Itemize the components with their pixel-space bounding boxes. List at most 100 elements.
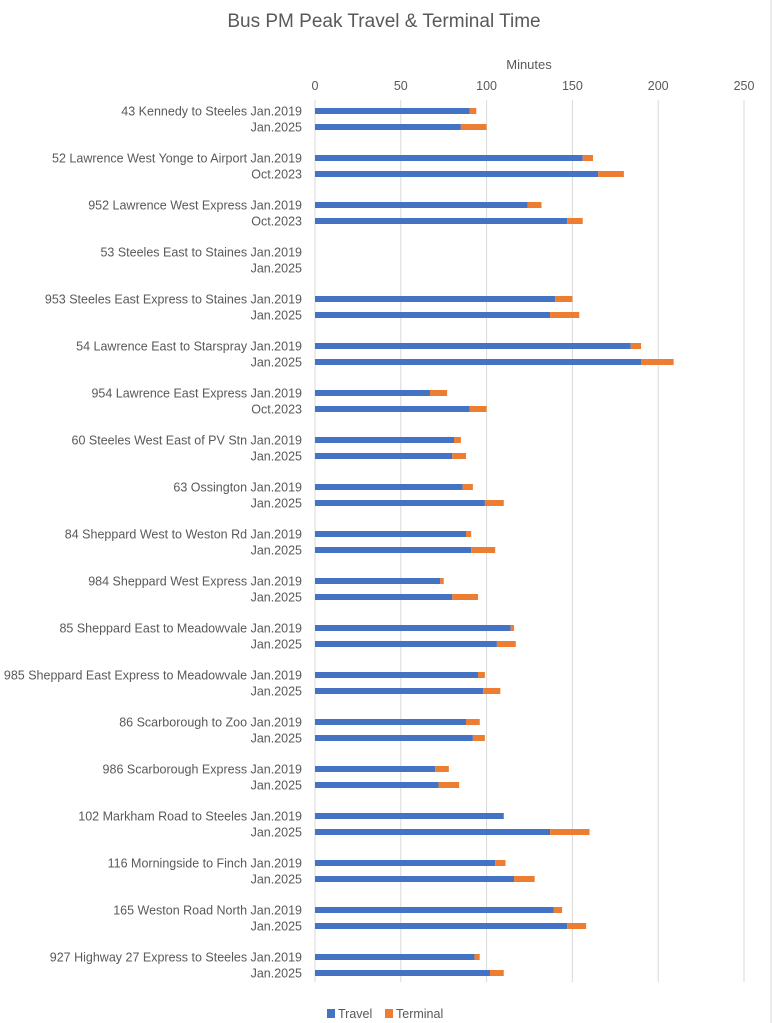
category-label: 54 Lawrence East to Starspray Jan.2019 xyxy=(76,340,302,354)
bar-travel xyxy=(315,672,479,678)
bar-terminal xyxy=(514,876,535,882)
category-label: 43 Kennedy to Steeles Jan.2019 xyxy=(121,105,302,119)
bar-terminal xyxy=(440,578,444,584)
bar-travel xyxy=(315,171,599,177)
bar-terminal xyxy=(460,124,487,130)
bar-terminal xyxy=(429,390,448,396)
category-label: Jan.2025 xyxy=(251,732,302,746)
bar-terminal xyxy=(567,218,583,224)
category-label: Jan.2025 xyxy=(251,544,302,558)
bar-terminal xyxy=(490,970,504,976)
x-tick-label: 0 xyxy=(312,79,319,93)
bar-travel xyxy=(315,688,484,694)
bar-terminal xyxy=(469,406,487,412)
bar-terminal xyxy=(550,312,580,318)
bar-travel xyxy=(315,437,454,443)
category-label: Oct.2023 xyxy=(251,403,302,417)
bar-terminal xyxy=(478,672,485,678)
bar-terminal xyxy=(630,343,642,349)
bar-travel xyxy=(315,954,475,960)
category-labels: 43 Kennedy to Steeles Jan.2019 Jan.2025 52… xyxy=(4,105,302,981)
bar-travel xyxy=(315,782,439,788)
bar-travel xyxy=(315,155,583,161)
x-tick-label: 200 xyxy=(648,79,669,93)
category-label: 165 Weston Road North Jan.2019 xyxy=(113,904,302,918)
bar-travel xyxy=(315,484,463,490)
bar-travel xyxy=(315,547,472,553)
gridlines xyxy=(314,100,745,982)
bar-travel xyxy=(315,296,556,302)
bar-terminal xyxy=(474,954,480,960)
bar-travel xyxy=(315,594,453,600)
category-label: Jan.2025 xyxy=(251,356,302,370)
bar-travel xyxy=(315,876,515,882)
bar-travel xyxy=(315,813,504,819)
category-label: Jan.2025 xyxy=(251,826,302,840)
category-label: 952 Lawrence West Express Jan.2019 xyxy=(88,199,302,213)
bar-terminal xyxy=(484,500,504,506)
bar-terminal xyxy=(452,594,479,600)
bar-terminal xyxy=(483,688,501,694)
bar-travel xyxy=(315,531,467,537)
category-label: Jan.2025 xyxy=(251,967,302,981)
bar-travel xyxy=(315,735,473,741)
x-axis-title: Minutes xyxy=(506,57,552,72)
category-label: Jan.2025 xyxy=(251,779,302,793)
chart-title: Bus PM Peak Travel & Terminal Time xyxy=(227,11,540,32)
legend-terminal-label: Terminal xyxy=(396,1007,443,1021)
category-label: 63 Ossington Jan.2019 xyxy=(173,481,302,495)
category-label: Jan.2025 xyxy=(251,591,302,605)
bar-terminal xyxy=(641,359,674,365)
category-label: Oct.2023 xyxy=(251,215,302,229)
legend-travel-swatch xyxy=(327,1009,335,1018)
bar-terminal xyxy=(550,829,590,835)
bar-travel xyxy=(315,860,496,866)
bar-travel xyxy=(315,766,436,772)
bar-travel xyxy=(315,719,467,725)
category-label: 953 Steeles East Express to Staines Jan.… xyxy=(45,293,302,307)
bar-terminal xyxy=(453,437,461,443)
legend-travel-label: Travel xyxy=(338,1007,372,1021)
bar-travel xyxy=(315,312,551,318)
category-label: Oct.2023 xyxy=(251,168,302,182)
legend-terminal-swatch xyxy=(385,1009,393,1018)
bar-travel xyxy=(315,829,551,835)
bar-travel xyxy=(315,218,568,224)
category-label: 102 Markham Road to Steeles Jan.2019 xyxy=(78,810,302,824)
category-label: 927 Highway 27 Express to Steeles Jan.20… xyxy=(50,951,302,965)
category-label: Jan.2025 xyxy=(251,497,302,511)
bar-terminal xyxy=(510,625,515,631)
bar-terminal xyxy=(435,766,449,772)
bars xyxy=(315,108,674,976)
x-tick-label: 250 xyxy=(734,79,755,93)
bar-terminal xyxy=(438,782,460,788)
bar-terminal xyxy=(496,641,516,647)
bar-terminal xyxy=(527,202,542,208)
category-label: Jan.2025 xyxy=(251,638,302,652)
x-tick-label: 150 xyxy=(562,79,583,93)
category-label: 60 Steeles West East of PV Stn Jan.2019 xyxy=(72,434,303,448)
category-label: Jan.2025 xyxy=(251,309,302,323)
category-label: Jan.2025 xyxy=(251,262,302,276)
bar-terminal xyxy=(495,860,506,866)
bar-terminal xyxy=(462,484,473,490)
x-axis-ticks: 0 50 100 150 200 250 xyxy=(312,79,755,93)
category-label: 984 Sheppard West Express Jan.2019 xyxy=(88,575,302,589)
bar-terminal xyxy=(466,719,480,725)
bar-travel xyxy=(315,500,485,506)
bar-travel xyxy=(315,578,441,584)
bar-travel xyxy=(315,923,568,929)
category-label: 52 Lawrence West Yonge to Airport Jan.20… xyxy=(52,152,302,166)
bar-travel xyxy=(315,359,642,365)
category-label: 986 Scarborough Express Jan.2019 xyxy=(103,763,302,777)
bar-terminal xyxy=(553,907,563,913)
bar-terminal xyxy=(555,296,573,302)
bar-terminal xyxy=(582,155,593,161)
bar-travel xyxy=(315,108,470,114)
bar-terminal xyxy=(466,531,472,537)
category-label: Jan.2025 xyxy=(251,450,302,464)
category-label: Jan.2025 xyxy=(251,121,302,135)
bar-travel xyxy=(315,970,491,976)
category-label: 53 Steeles East to Staines Jan.2019 xyxy=(100,246,302,260)
